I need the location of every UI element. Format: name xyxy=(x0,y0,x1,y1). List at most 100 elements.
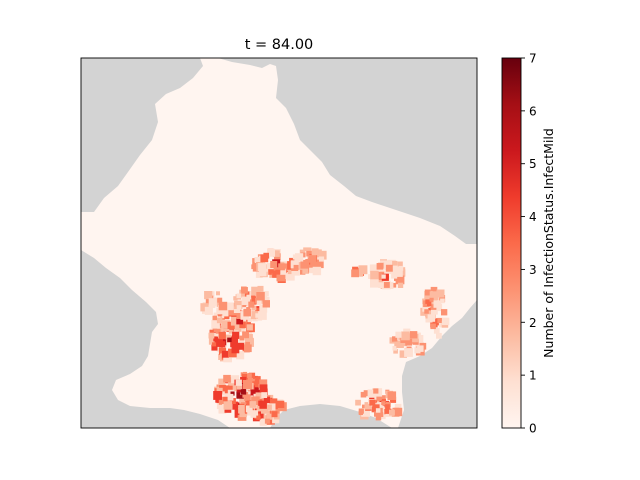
infection-cell xyxy=(240,389,247,395)
infection-cell xyxy=(401,331,410,341)
infection-cell xyxy=(226,302,234,311)
infection-cell xyxy=(394,341,399,347)
infection-cell xyxy=(241,287,248,294)
infection-cell xyxy=(392,346,398,351)
infection-cell xyxy=(246,294,252,300)
infection-cell xyxy=(295,262,303,270)
infection-cell xyxy=(266,404,272,410)
infection-cell xyxy=(209,302,216,308)
infection-cell xyxy=(211,320,220,329)
infection-cell xyxy=(362,404,367,409)
infection-cells xyxy=(200,247,450,426)
infection-cell xyxy=(234,300,243,309)
infection-cell xyxy=(358,265,368,275)
infection-cell xyxy=(370,278,379,288)
infection-cell xyxy=(215,328,221,334)
infection-cell xyxy=(222,310,229,317)
infection-cell xyxy=(223,353,232,363)
infection-cell xyxy=(251,286,261,296)
infection-cell xyxy=(380,260,389,270)
colorbar-tick-label: 4 xyxy=(529,210,537,224)
infection-cell xyxy=(437,317,443,323)
colorbar-frame xyxy=(501,57,522,429)
infection-cell xyxy=(254,379,260,384)
infection-cell xyxy=(216,317,223,324)
infection-cell xyxy=(252,265,260,272)
infection-cell xyxy=(216,403,223,410)
infection-cell xyxy=(319,256,325,262)
infection-cell xyxy=(216,387,223,394)
infection-cell xyxy=(230,401,239,410)
infection-cell xyxy=(239,321,246,328)
infection-cell xyxy=(204,306,213,315)
infection-cell xyxy=(398,265,404,271)
infection-cell xyxy=(266,413,273,420)
infection-cell xyxy=(258,263,266,271)
infection-cell xyxy=(261,392,268,398)
colorbar-tick-label: 0 xyxy=(529,422,537,436)
infection-cell xyxy=(228,306,238,316)
infection-cell xyxy=(260,254,269,263)
infection-cell xyxy=(386,282,394,289)
infection-cell xyxy=(375,271,385,280)
infection-cell xyxy=(422,304,430,312)
infection-cell xyxy=(384,408,390,414)
infection-cell xyxy=(244,291,252,298)
infection-cell xyxy=(410,331,418,339)
infection-cell xyxy=(372,404,380,412)
infection-cell xyxy=(385,264,393,272)
infection-cell xyxy=(259,384,268,393)
infection-cell xyxy=(239,289,248,298)
infection-cell xyxy=(306,250,312,257)
infection-cell xyxy=(375,414,382,421)
infection-cell xyxy=(268,269,274,275)
infection-cell xyxy=(243,380,252,389)
map-frame xyxy=(80,57,478,429)
infection-cell xyxy=(302,267,309,274)
infection-cell xyxy=(275,269,281,275)
infection-cell xyxy=(268,403,276,411)
infection-cell xyxy=(244,344,252,353)
infection-cell xyxy=(429,297,434,302)
infection-cell xyxy=(387,259,396,269)
infection-cell xyxy=(272,416,280,424)
map-axes xyxy=(81,58,477,428)
infection-cell xyxy=(259,401,267,409)
infection-cell xyxy=(385,404,390,409)
colorbar-tick-label: 3 xyxy=(529,263,537,277)
infection-cell xyxy=(230,391,235,396)
infection-cell xyxy=(213,336,219,342)
infection-cell xyxy=(208,332,215,339)
infection-cell xyxy=(247,373,252,378)
infection-cell xyxy=(381,399,386,404)
infection-cell xyxy=(219,385,224,390)
infection-cell xyxy=(429,299,438,308)
infection-cell xyxy=(397,261,403,267)
infection-cell xyxy=(256,300,262,305)
colorbar-gradient xyxy=(502,58,521,428)
infection-cell xyxy=(266,416,275,425)
infection-cell xyxy=(414,335,424,344)
infection-cell xyxy=(248,301,255,308)
infection-cell xyxy=(429,291,439,300)
infection-cell xyxy=(277,400,285,408)
infection-cell xyxy=(236,305,242,310)
infection-cell xyxy=(216,291,220,296)
infection-cell xyxy=(269,252,274,257)
infection-cell xyxy=(378,277,384,283)
infection-cell xyxy=(270,261,278,268)
infection-cell xyxy=(204,291,213,300)
infection-cell xyxy=(392,336,398,342)
colorbar-label: Number of InfectionStatus.InfectMild xyxy=(541,128,556,358)
infection-cell xyxy=(236,317,243,325)
infection-cell xyxy=(424,289,431,296)
infection-cell xyxy=(243,308,251,317)
infection-cell xyxy=(396,340,404,348)
infection-cell xyxy=(375,408,381,413)
infection-cell xyxy=(211,344,218,351)
infection-cell xyxy=(231,345,240,354)
infection-cell xyxy=(294,255,301,262)
infection-cell xyxy=(230,316,240,326)
infection-cell xyxy=(395,331,402,338)
infection-cell xyxy=(424,309,429,314)
